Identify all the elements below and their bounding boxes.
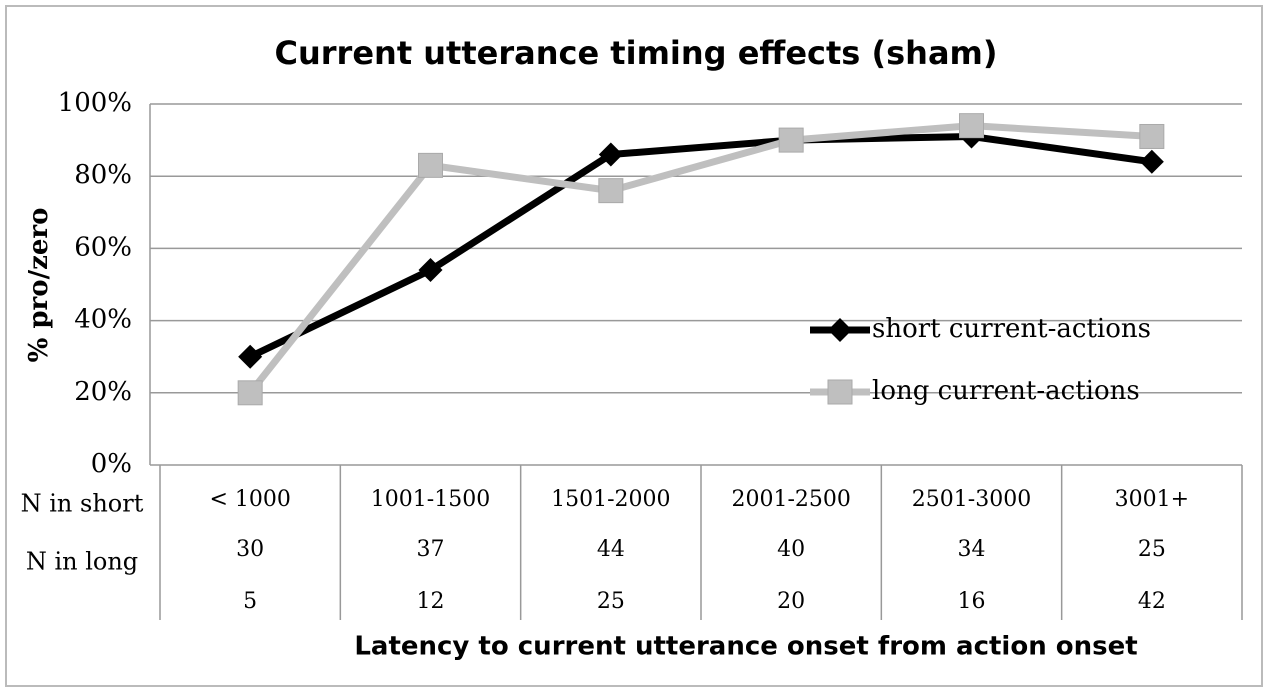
- table-cell: 42: [1138, 589, 1166, 614]
- point-marker: [598, 142, 623, 167]
- table-cell: 25: [1138, 537, 1166, 562]
- point-marker: [237, 380, 263, 406]
- point-marker: [418, 258, 443, 283]
- series-line: [248, 132, 1153, 360]
- legend-label: long current-actions: [872, 376, 1140, 406]
- table-cell: 25: [597, 589, 625, 614]
- table-row-label: N in short: [21, 490, 144, 518]
- point-marker: [827, 379, 853, 405]
- x-tick-label: 2501-3000: [912, 487, 1031, 512]
- y-tick-label: 20%: [74, 377, 132, 407]
- table-cell: 12: [417, 589, 445, 614]
- y-axis-title: % pro/zero: [24, 208, 54, 363]
- y-tick-label: 0%: [91, 449, 132, 479]
- point-marker: [828, 318, 852, 342]
- x-tick-label: < 1000: [209, 487, 290, 512]
- x-tick-label: 1501-2000: [551, 487, 670, 512]
- y-tick-label: 80%: [74, 160, 132, 190]
- point-marker: [1139, 149, 1164, 174]
- y-tick-label: 60%: [74, 232, 132, 262]
- chart-border: [5, 5, 1263, 687]
- table-cell: 37: [417, 537, 445, 562]
- x-tick-label: 3001+: [1115, 487, 1189, 512]
- table-cell: 16: [958, 589, 986, 614]
- table-row-label: N in long: [26, 548, 138, 576]
- table-cell: 5: [243, 589, 257, 614]
- point-marker: [778, 127, 804, 153]
- y-tick-label: 100%: [58, 88, 132, 118]
- chart-title: Current utterance timing effects (sham): [275, 34, 998, 72]
- legend-label: short current-actions: [872, 314, 1151, 344]
- point-marker: [959, 113, 984, 139]
- table-cell: 20: [777, 589, 805, 614]
- table-cell: 34: [958, 537, 986, 562]
- table-cell: 30: [236, 537, 264, 562]
- x-tick-label: 2001-2500: [731, 487, 850, 512]
- series-line: [247, 122, 1153, 395]
- point-marker: [418, 152, 443, 178]
- table-cell: 44: [597, 537, 625, 562]
- x-tick-label: 1001-1500: [371, 487, 490, 512]
- x-axis-title: Latency to current utterance onset from …: [354, 632, 1137, 662]
- point-marker: [598, 178, 624, 204]
- y-tick-label: 40%: [74, 305, 132, 335]
- point-marker: [238, 344, 263, 369]
- table-cell: 40: [777, 537, 805, 562]
- point-marker: [1139, 123, 1165, 149]
